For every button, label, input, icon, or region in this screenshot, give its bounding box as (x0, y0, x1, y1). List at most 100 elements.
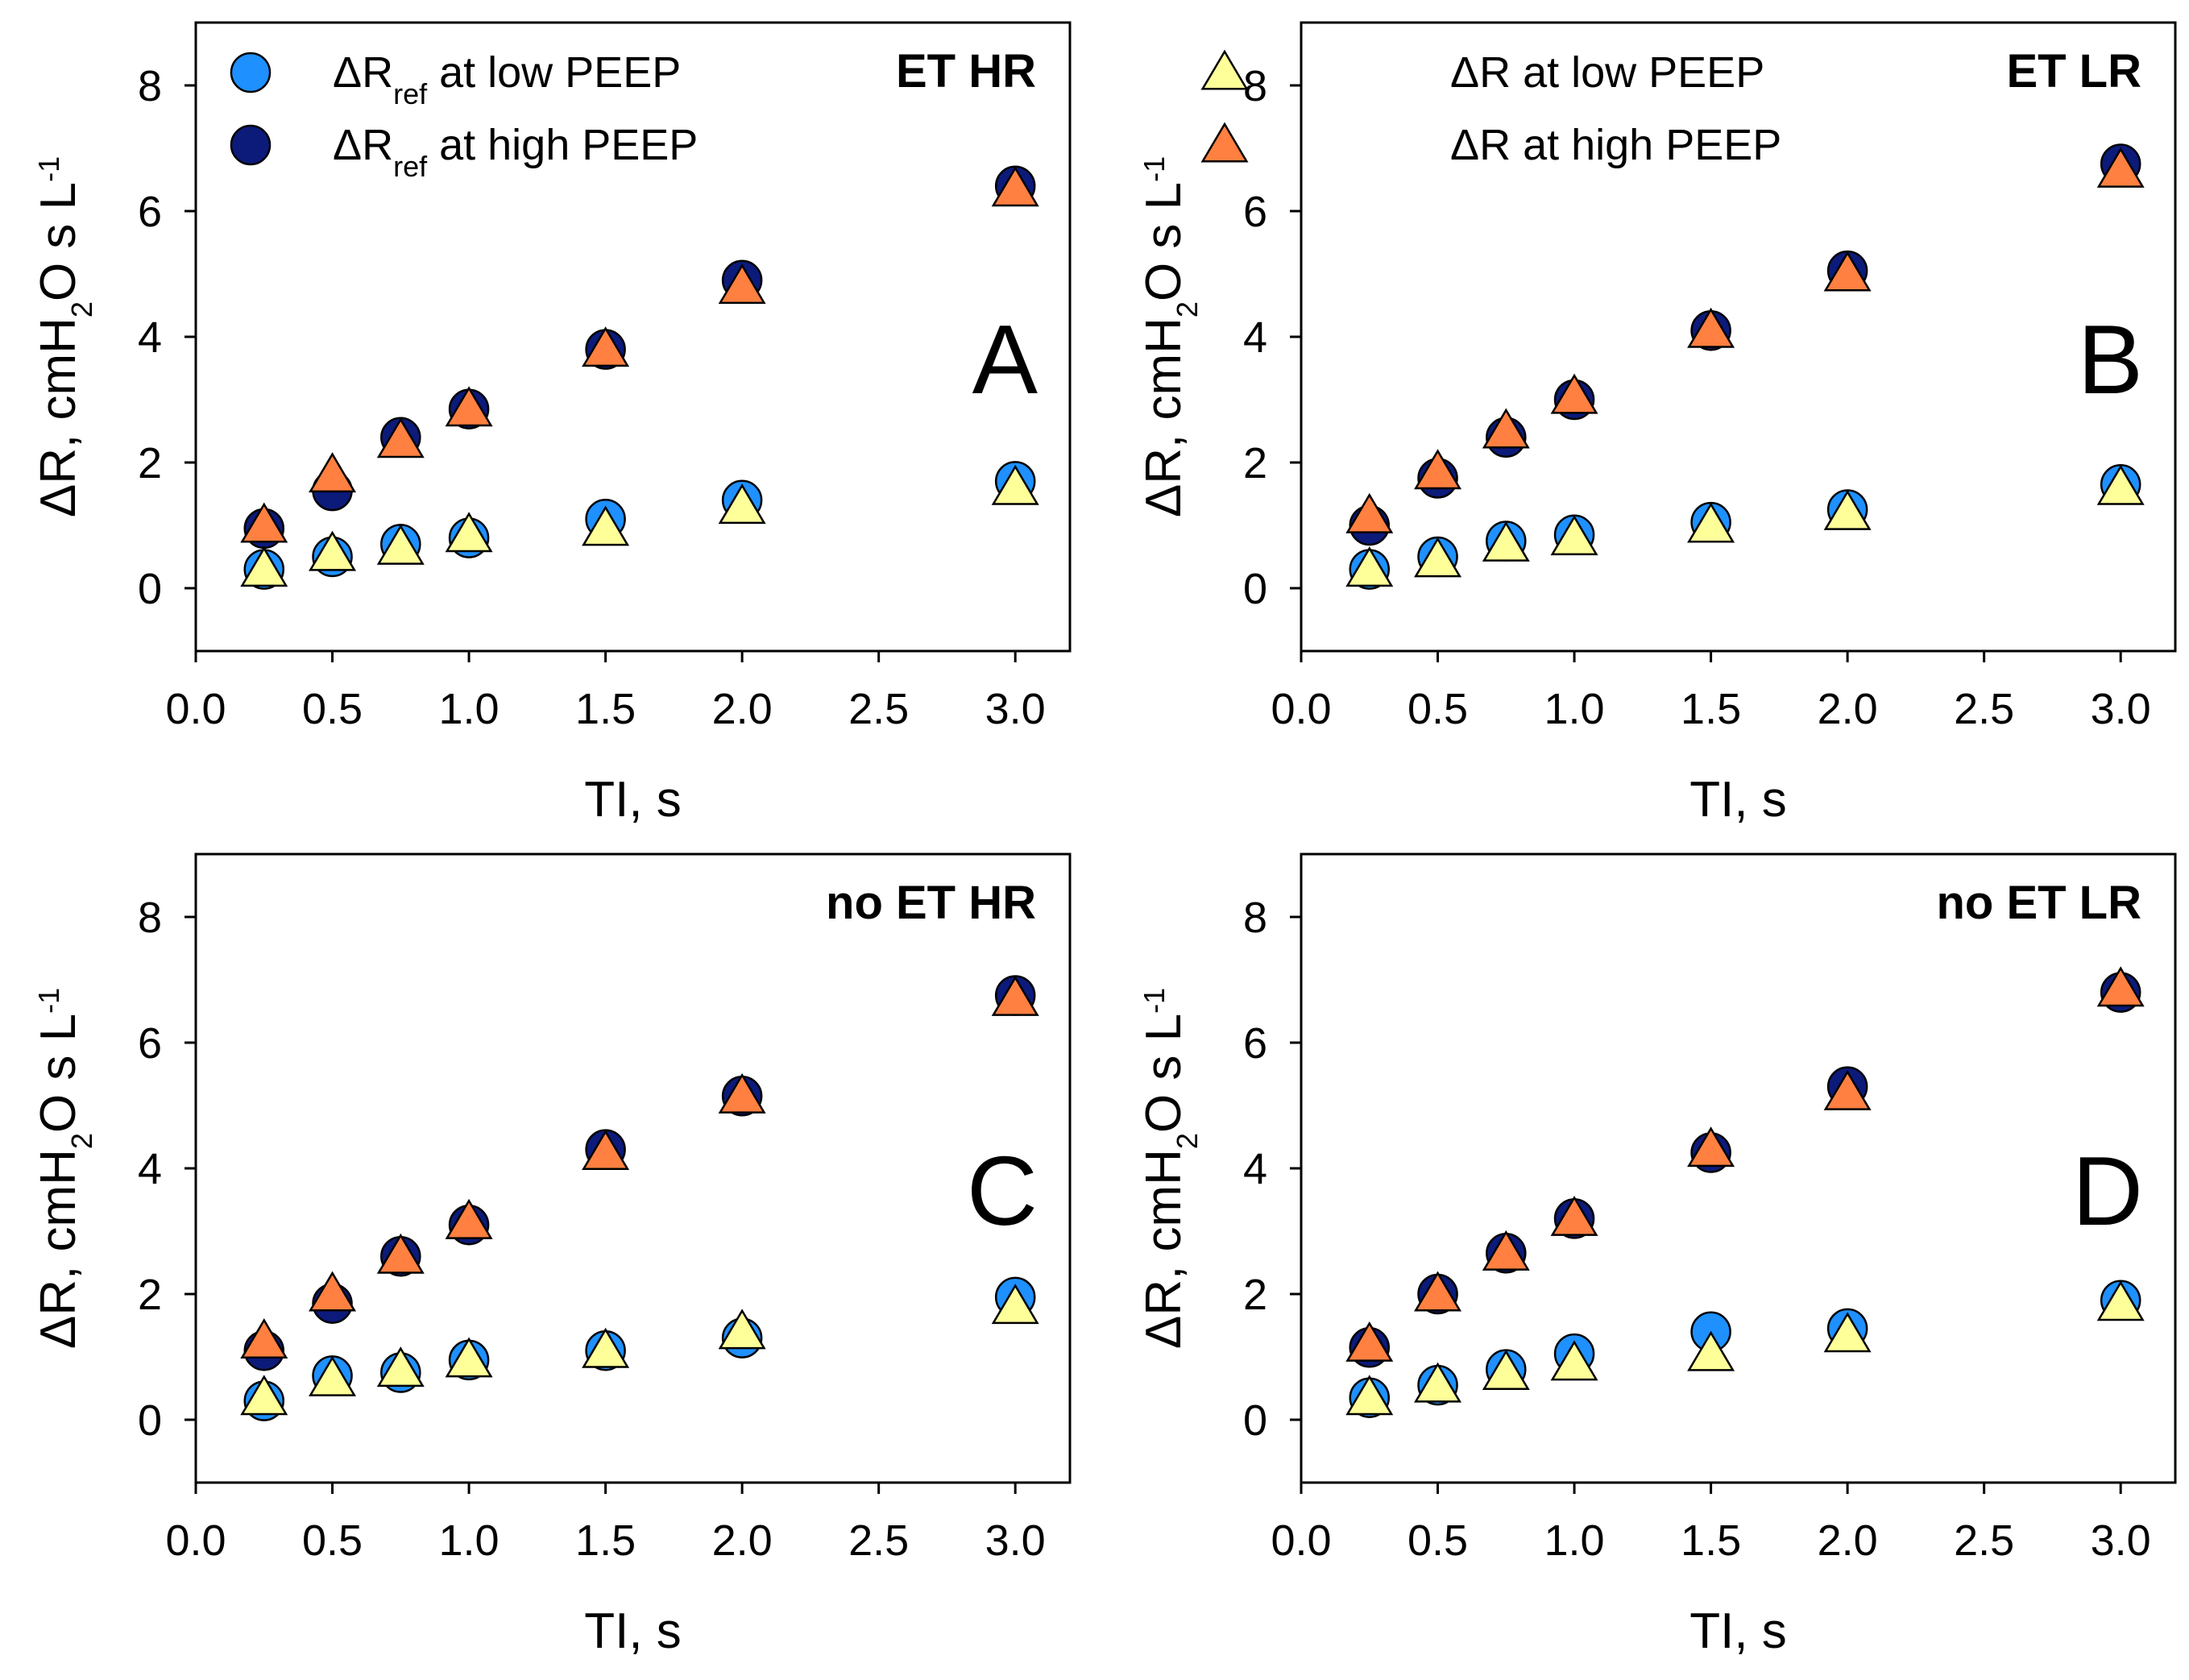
point-dr-high (1687, 307, 1735, 348)
panel-letter: D (2072, 1136, 2143, 1246)
y-axis-label: ΔR, cmH2O s L-1 (1136, 156, 1204, 517)
panel-a: 0.0 0.5 1.0 1.5 2.0 2.5 3.0 0 2 4 6 8 TI, s ΔR, cmH2O… (31, 21, 1072, 828)
x-tick-label: 1.5 (575, 1516, 636, 1565)
legend-label: ΔRref at low PEEP (333, 48, 681, 110)
point-dr-low (718, 1309, 766, 1350)
point-dr-low (718, 483, 766, 525)
point-dr-low (1823, 1312, 1872, 1353)
y-tick-label: 0 (138, 565, 162, 613)
x-tick-label: 0.0 (1271, 1516, 1331, 1565)
point-dr-low (1687, 1330, 1735, 1371)
point-dr-high (445, 1198, 493, 1239)
panel-b: 0.0 0.5 1.0 1.5 2.0 2.5 3.0 0 2 4 6 8 TI, s ΔR, cmH2O… (1136, 21, 2177, 828)
point-dr-high (1414, 1271, 1462, 1312)
x-tick-label: 1.0 (1544, 685, 1605, 733)
y-tick-label: 2 (138, 439, 162, 487)
point-dr-low (445, 512, 493, 553)
point-dr-high (991, 975, 1039, 1016)
x-tick-label: 2.0 (712, 1516, 773, 1565)
x-tick-label: 2.0 (712, 685, 773, 733)
x-tick-label: 1.0 (1544, 1516, 1605, 1565)
y-tick-label: 0 (138, 1396, 162, 1445)
point-dr-low (309, 1355, 357, 1396)
x-tick-label: 1.5 (575, 685, 636, 733)
legend-marker (1200, 49, 1249, 90)
x-tick-label: 2.0 (1818, 685, 1878, 733)
point-dr-high (1482, 1230, 1530, 1271)
x-tick-label: 1.0 (439, 1516, 500, 1565)
legend-label: ΔR at high PEEP (1450, 121, 1781, 169)
x-tick-label: 0.5 (302, 685, 363, 733)
y-tick-label: 6 (1243, 1019, 1267, 1068)
panel-letter: A (972, 305, 1039, 414)
x-tick-label: 1.0 (439, 685, 500, 733)
y-tick-label: 4 (138, 313, 162, 362)
point-dr-high (718, 263, 766, 305)
point-dr-low (1482, 1350, 1530, 1391)
point-dr-low (240, 546, 288, 587)
x-axis-label: TI, s (584, 772, 682, 828)
y-tick-label: 6 (1243, 188, 1267, 236)
point-dr-high (1823, 1069, 1872, 1110)
point-dr-low (309, 530, 357, 571)
y-tick-label: 6 (138, 188, 162, 236)
point-dr-high (2096, 147, 2145, 188)
point-dr-low (1687, 502, 1735, 543)
legend-label: ΔRref at high PEEP (333, 121, 698, 183)
panel-title: no ET HR (826, 877, 1036, 929)
point-dr-high (240, 502, 288, 543)
point-dr-high (309, 452, 357, 493)
point-dr-high (309, 1271, 357, 1312)
data-markers (240, 975, 1039, 1421)
point-dr-low (240, 1375, 288, 1416)
x-tick-label: 1.5 (1681, 1516, 1741, 1565)
point-dr-low (582, 1327, 630, 1368)
y-tick-label: 8 (138, 894, 162, 942)
x-axis-label: TI, s (1689, 772, 1787, 828)
y-axis-label: ΔR, cmH2O s L-1 (31, 988, 98, 1349)
data-markers (1345, 966, 2145, 1418)
y-tick-label: 8 (138, 62, 162, 110)
point-dr-high (1414, 449, 1462, 490)
y-tick-label: 4 (1243, 1145, 1267, 1193)
point-dr-high (1687, 1126, 1735, 1168)
point-dr-low (991, 464, 1039, 505)
x-tick-label: 2.0 (1818, 1516, 1878, 1565)
point-dr-low (1482, 521, 1530, 562)
panel-title: no ET LR (1936, 877, 2141, 929)
x-tick-label: 0.0 (165, 1516, 226, 1565)
point-dr-high (376, 1233, 425, 1274)
x-tick-label: 3.0 (2091, 1516, 2151, 1565)
panel-title: ET LR (2006, 45, 2141, 97)
x-tick-label: 2.5 (1954, 685, 2014, 733)
y-tick-label: 4 (1243, 313, 1267, 362)
point-dr-low (1345, 546, 1394, 587)
y-tick-label: 0 (1243, 565, 1267, 613)
legend: ΔRref at low PEEP ΔRref at high PEEP (230, 48, 698, 183)
point-dr-low (1345, 1375, 1394, 1416)
panel-title: ET HR (896, 45, 1036, 97)
y-tick-label: 6 (138, 1019, 162, 1068)
legend-marker (230, 52, 272, 93)
point-dr-high (1345, 492, 1394, 533)
x-tick-label: 0.5 (1408, 685, 1468, 733)
y-tick-label: 4 (138, 1145, 162, 1193)
point-dr-low (1550, 1340, 1598, 1381)
point-dr-low (1550, 515, 1598, 556)
panel-letter: C (967, 1136, 1038, 1246)
point-dr-low (991, 1284, 1039, 1325)
point-dr-low (445, 1337, 493, 1378)
y-tick-label: 8 (1243, 894, 1267, 942)
x-tick-label: 3.0 (985, 1516, 1046, 1565)
y-tick-label: 2 (1243, 439, 1267, 487)
point-dr-high (1550, 1195, 1598, 1236)
point-dr-high (718, 1072, 766, 1114)
y-axis-label: ΔR, cmH2O s L-1 (1136, 988, 1204, 1349)
point-dr-high (1823, 251, 1872, 292)
panel-letter: B (2078, 305, 2143, 414)
x-tick-label: 0.5 (302, 1516, 363, 1565)
point-dr-high (582, 1130, 630, 1171)
legend-marker (1200, 122, 1249, 163)
x-tick-label: 2.5 (848, 685, 909, 733)
